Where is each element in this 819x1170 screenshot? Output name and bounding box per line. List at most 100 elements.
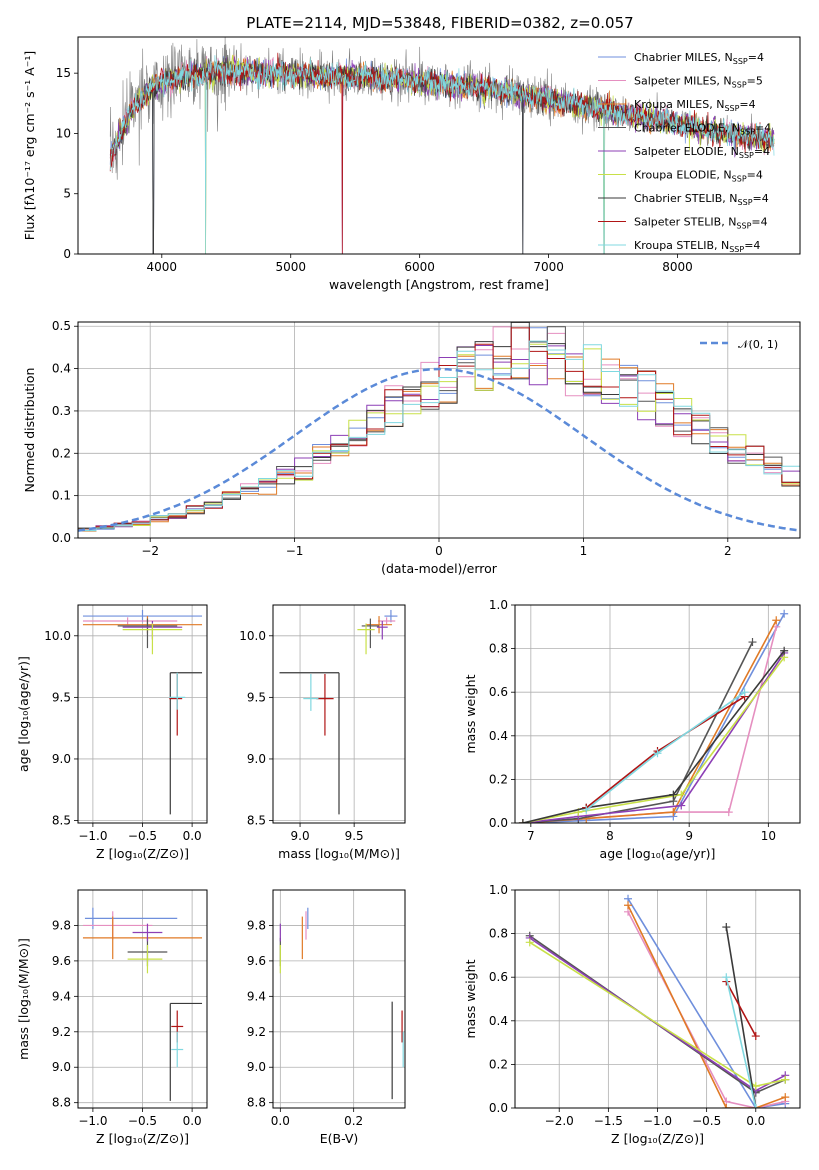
- x-tick-label: −1: [286, 544, 304, 558]
- y-tick-label: 0.4: [489, 729, 508, 743]
- errorbar-point: [82, 916, 203, 960]
- plot-area: [279, 609, 398, 815]
- mass-weight-marker: [780, 609, 789, 618]
- mass-weight-line: [522, 641, 754, 823]
- y-tick-label: 8.5: [52, 814, 71, 828]
- legend-entry: Chabrier ELODIE, NSSP=4: [634, 122, 771, 137]
- residual-histogram-step: [78, 355, 800, 530]
- y-tick-label: 9.4: [52, 989, 71, 1003]
- residual-histogram-step: [78, 322, 800, 529]
- y-tick-label: 0.5: [52, 319, 71, 333]
- y-tick-label: 9.5: [247, 690, 266, 704]
- x-axis-label: Z [log₁₀(Z/Z⊙)]: [96, 1131, 189, 1146]
- plot-area: [82, 907, 203, 1101]
- x-tick-label: 0.0: [746, 1114, 765, 1128]
- y-tick-label: 0.0: [489, 1101, 508, 1115]
- y-tick-label: 8.8: [247, 1096, 266, 1110]
- errorbar-point: [169, 672, 186, 710]
- x-tick-label: −1.0: [78, 1114, 107, 1128]
- y-axis-label: mass [log₁₀(M/M⊙)]: [16, 938, 31, 1060]
- y-axis-label: mass weight: [463, 959, 478, 1038]
- mass-weight-line: [627, 898, 786, 1108]
- mass-weight-line: [522, 652, 785, 823]
- x-tick-label: 8: [606, 829, 614, 843]
- mass-weight-line: [725, 977, 757, 1108]
- y-tick-label: 0: [63, 247, 71, 261]
- mass-weight-vs-age-panel: 7 8 9 10 0.0 0.2 0.4 0.6 0.8 1.0 age [log₁₀(age/yr…: [463, 598, 801, 861]
- axes-frame: [514, 604, 801, 824]
- x-tick-label: 5000: [275, 260, 306, 274]
- errorbar-point: [279, 672, 340, 815]
- x-axis-label: Z [log₁₀(Z/Z⊙)]: [96, 846, 189, 861]
- x-tick-label: 0.0: [271, 1114, 290, 1128]
- errorbar-point: [82, 609, 203, 623]
- y-tick-label: 0.6: [489, 970, 508, 984]
- y-tick-label: 9.2: [247, 1025, 266, 1039]
- plot-area: [525, 894, 790, 1108]
- x-axis-label: (data-model)/error: [381, 561, 498, 576]
- axes-frame: [272, 889, 406, 1109]
- x-axis-label: E(B-V): [320, 1131, 359, 1146]
- y-tick-label: 0.3: [52, 404, 71, 418]
- mass-weight-marker: [751, 1104, 760, 1108]
- residual-histogram-step: [78, 340, 800, 531]
- mass-weight-marker: [740, 688, 749, 697]
- y-tick-label: 9.4: [247, 989, 266, 1003]
- y-tick-label: 9.0: [247, 752, 266, 766]
- axes-frame: [77, 36, 801, 255]
- axes-frame: [272, 604, 406, 824]
- axes-frame: [77, 889, 208, 1109]
- y-tick-label: 9.0: [52, 1060, 71, 1074]
- y-tick-label: 0.1: [52, 489, 71, 503]
- y-tick-label: 9.8: [247, 918, 266, 932]
- residuals-panel: −2 −1 0 1 2 0.0 0.1 0.2 0.3 0.4 0.5 (data-model)/er…: [22, 319, 801, 576]
- y-tick-label: 0.2: [52, 446, 71, 460]
- mass-weight-marker: [780, 646, 789, 655]
- mass-weight-line: [627, 904, 786, 1108]
- chart-title: PLATE=2114, MJD=53848, FIBERID=0382, z=0…: [246, 14, 633, 32]
- mass-weight-marker: [677, 790, 686, 799]
- y-tick-label: 9.6: [247, 954, 266, 968]
- x-tick-label: 7: [527, 829, 535, 843]
- errorbar-point: [377, 617, 396, 625]
- mass-weight-marker: [748, 638, 757, 647]
- gaussian-curve: [78, 367, 798, 532]
- legend-entry: Chabrier MILES, NSSP=4: [634, 51, 764, 66]
- x-axis-label: Z [log₁₀(Z/Z⊙)]: [611, 1131, 704, 1146]
- y-tick-label: 0.8: [489, 642, 508, 656]
- y-tick-label: 9.0: [52, 752, 71, 766]
- y-tick-label: 8.5: [247, 814, 266, 828]
- x-tick-label: 9.0: [291, 829, 310, 843]
- errorbar-point: [127, 944, 163, 974]
- plot-area: [279, 907, 404, 1100]
- x-tick-label: −1.5: [594, 1114, 623, 1128]
- x-tick-label: −2.0: [545, 1114, 574, 1128]
- mass-weight-marker: [724, 808, 733, 817]
- x-tick-label: 2: [724, 544, 732, 558]
- mass-weight-line: [522, 613, 785, 823]
- y-tick-label: 9.2: [52, 1025, 71, 1039]
- y-tick-label: 1.0: [489, 598, 508, 612]
- residual-histogram-step: [78, 343, 800, 532]
- x-tick-label: 9.5: [345, 829, 364, 843]
- mass-weight-line: [522, 626, 778, 823]
- mass-weight-marker: [669, 790, 678, 799]
- y-tick-label: 8.8: [52, 1096, 71, 1110]
- model-spectrum-line: [109, 55, 775, 254]
- y-tick-label: 5: [63, 187, 71, 201]
- x-tick-label: 0: [435, 544, 443, 558]
- x-tick-label: 9: [685, 829, 693, 843]
- x-tick-label: 1: [580, 544, 588, 558]
- x-tick-label: −0.5: [128, 829, 157, 843]
- x-axis-label: age [log₁₀(age/yr)]: [600, 846, 716, 861]
- mass-weight-marker: [653, 749, 662, 758]
- residual-histogram-step: [78, 345, 800, 531]
- legend-entry: 𝒩(0, 1): [738, 338, 778, 351]
- mass-weight-marker: [722, 973, 731, 982]
- y-tick-label: 9.8: [52, 918, 71, 932]
- errorbar-point: [82, 617, 178, 625]
- x-tick-label: −0.5: [692, 1114, 721, 1128]
- y-tick-label: 0.0: [52, 531, 71, 545]
- legend-entry: Salpeter STELIB, NSSP=4: [634, 216, 768, 231]
- errorbar-point: [117, 618, 178, 649]
